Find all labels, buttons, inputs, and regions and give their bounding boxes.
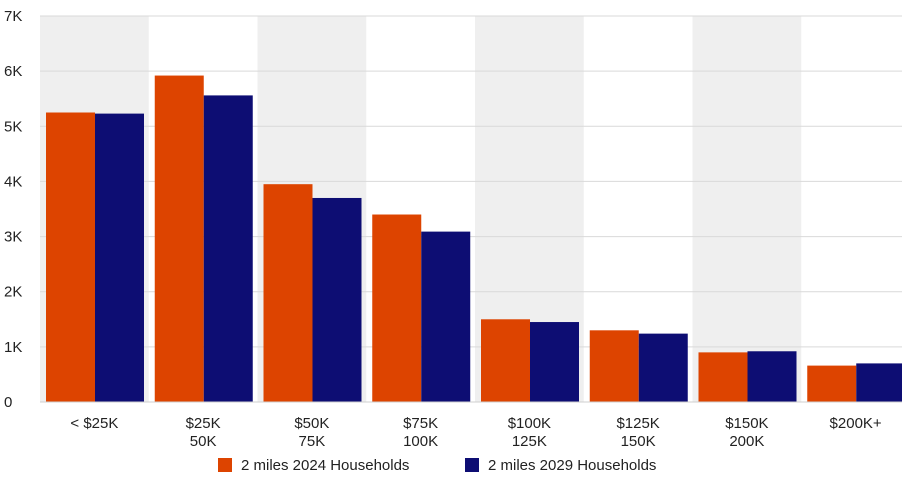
legend: 2 miles 2024 Households 2 miles 2029 Hous…: [218, 457, 656, 474]
category-band: [692, 16, 802, 402]
y-tick-label: 3K: [4, 229, 22, 246]
y-tick-label: 7K: [4, 8, 22, 25]
y-tick-label: 2K: [4, 284, 22, 301]
legend-label: 2 miles 2029 Households: [488, 457, 656, 474]
y-tick-label: 1K: [4, 339, 22, 356]
bar-2024: [46, 112, 95, 402]
y-tick-label: 5K: [4, 118, 22, 135]
bar-2029: [95, 113, 144, 403]
y-tick-label: 4K: [4, 173, 22, 190]
x-tick-label: $100K 125K: [508, 415, 551, 450]
x-axis-ticks: < $25K $25K 50K $50K 75K $75K 100K $100K 125K $12…: [70, 415, 882, 450]
bar-2024: [698, 352, 748, 402]
y-tick-label: 0: [4, 394, 12, 411]
bar-2029: [638, 333, 688, 402]
legend-swatch: [218, 458, 232, 472]
y-tick-label: 6K: [4, 63, 22, 80]
x-tick-label: $75K 100K: [403, 415, 438, 450]
bar-2029: [530, 322, 579, 402]
legend-label: 2 miles 2024 Households: [241, 457, 409, 474]
bar-2024: [589, 330, 639, 402]
x-tick-label: $200K+: [830, 415, 882, 432]
bar-2029: [421, 231, 471, 402]
bar-2024: [807, 365, 857, 402]
x-tick-label: $25K 50K: [186, 415, 221, 450]
x-tick-label: < $25K: [70, 415, 118, 432]
x-tick-label: $50K 75K: [294, 415, 329, 450]
y-axis-ticks: 0 1K 2K 3K 4K 5K 6K 7K: [4, 8, 22, 411]
x-tick-label: $150K 200K: [725, 415, 768, 450]
legend-swatch: [465, 458, 479, 472]
bar-2029: [856, 363, 902, 402]
bars: [46, 75, 902, 403]
bar-2029: [203, 95, 253, 403]
x-tick-label: $125K 150K: [616, 415, 659, 450]
bar-2024: [481, 319, 530, 402]
bar-2029: [747, 351, 797, 402]
bar-2024: [372, 214, 422, 402]
bar-2029: [312, 197, 362, 402]
bar-2024: [263, 184, 313, 402]
bar-2024: [154, 75, 204, 402]
